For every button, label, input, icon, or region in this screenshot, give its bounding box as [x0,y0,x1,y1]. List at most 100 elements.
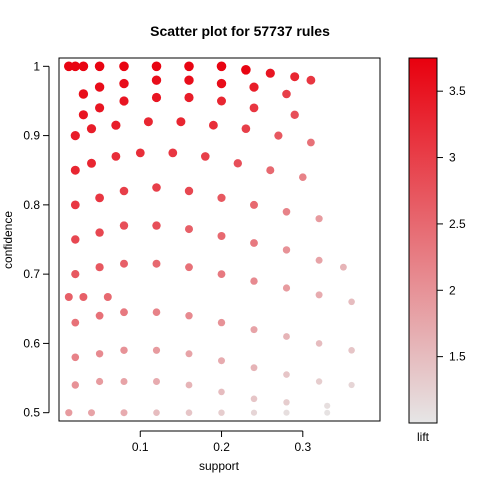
chart-title: Scatter plot for 57737 rules [150,23,330,39]
y-tick-label: 0.7 [23,267,40,281]
data-point [250,395,258,403]
data-point [265,68,275,78]
y-tick-label: 0.6 [23,336,40,350]
data-point [111,120,121,130]
data-point [233,159,242,168]
data-point [324,409,331,416]
y-tick-label: 0.9 [23,129,40,143]
data-point [71,353,80,362]
data-point [151,75,162,85]
data-point [152,221,161,230]
data-point [185,312,193,320]
data-point [184,186,194,196]
data-point [185,409,193,417]
data-point [217,318,226,327]
data-point [95,263,104,272]
data-point [119,78,129,89]
data-point [241,124,251,133]
data-point [217,232,226,240]
data-point [217,96,226,106]
data-point [119,186,129,196]
data-point [94,82,105,92]
data-point [249,82,259,92]
data-point [209,120,218,130]
data-point [95,103,105,113]
data-point [266,166,275,175]
data-point [283,333,290,340]
data-point [70,61,81,72]
data-point [250,326,258,334]
data-point [96,377,104,386]
data-point [70,131,80,141]
data-point [217,193,226,202]
data-point [168,148,178,158]
y-tick-label: 0.8 [23,198,40,212]
x-tick-label: 0.2 [213,440,230,454]
data-point [120,409,128,417]
data-point [65,409,73,417]
y-axis-label: confidence [1,211,15,269]
data-point [143,117,153,127]
data-point [78,61,89,72]
data-point [185,381,193,389]
data-point [120,378,128,385]
color-scale-bar [408,57,438,424]
data-point [152,308,161,317]
data-point [135,148,145,158]
data-point [71,270,80,279]
data-point [95,228,104,237]
data-point [250,364,258,372]
data-point [218,357,225,365]
data-point [306,75,316,85]
data-point [95,311,104,320]
data-point [299,173,307,181]
data-point [315,340,323,347]
data-point [185,225,193,234]
x-axis-label: support [199,459,240,473]
data-point [348,347,355,354]
data-point [153,378,160,385]
plot-frame [58,57,381,422]
data-point [218,388,225,396]
data-point [94,61,105,72]
data-point [217,270,226,278]
color-scale-tick-label: 2.5 [449,217,466,231]
color-scale-tick-label: 2 [449,283,456,297]
x-tick-label: 0.3 [294,440,311,454]
data-point [79,293,88,301]
data-point [111,152,121,161]
x-axis: 0.1 0.2 0.3 [132,430,311,454]
color-scale-axis: 1.5 2 2.5 3 3.5 [437,84,466,364]
data-points [64,61,355,417]
data-point [103,293,112,301]
data-point [71,318,80,327]
data-point [290,72,300,82]
data-point [324,402,331,409]
data-point [120,308,128,317]
data-point [250,200,258,209]
data-point [71,381,80,389]
data-point [315,256,323,264]
data-point [184,92,194,103]
data-point [120,346,128,354]
data-point [307,138,315,147]
data-point [283,399,290,406]
data-point [86,124,97,134]
data-point [119,221,129,230]
data-point [241,65,251,75]
data-point [315,378,323,385]
data-point [218,409,225,416]
data-point [274,131,283,140]
data-point [250,277,258,285]
data-point [315,291,323,299]
color-scale-tick-label: 3 [449,151,456,165]
data-point [151,92,162,103]
data-point [201,152,210,161]
data-point [64,293,73,301]
data-point [71,235,80,244]
data-point [70,165,80,175]
data-point [95,350,104,358]
data-point [152,259,161,268]
